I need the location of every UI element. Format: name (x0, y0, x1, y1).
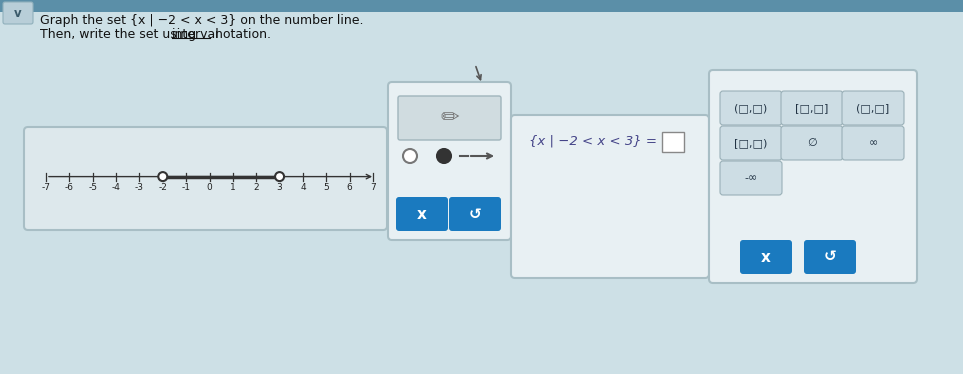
Text: [□,□): [□,□) (735, 138, 768, 148)
Circle shape (437, 149, 451, 163)
Text: ↺: ↺ (469, 206, 482, 221)
Text: 5: 5 (324, 183, 329, 191)
FancyBboxPatch shape (662, 132, 684, 152)
Text: -5: -5 (89, 183, 97, 191)
Text: 6: 6 (347, 183, 352, 191)
Text: x: x (761, 249, 771, 264)
Text: -2: -2 (158, 183, 168, 191)
Text: (□,□]: (□,□] (856, 103, 890, 113)
FancyBboxPatch shape (842, 126, 904, 160)
FancyBboxPatch shape (842, 91, 904, 125)
Circle shape (403, 149, 417, 163)
Text: 3: 3 (276, 183, 282, 191)
Text: {x | −2 < x < 3} =: {x | −2 < x < 3} = (529, 135, 657, 147)
FancyBboxPatch shape (781, 126, 843, 160)
Text: -4: -4 (112, 183, 120, 191)
Text: ✏: ✏ (440, 108, 458, 128)
Text: (□,□): (□,□) (735, 103, 768, 113)
FancyBboxPatch shape (720, 91, 782, 125)
FancyBboxPatch shape (720, 126, 782, 160)
Text: -6: -6 (65, 183, 74, 191)
FancyBboxPatch shape (740, 240, 792, 274)
FancyBboxPatch shape (709, 70, 917, 283)
Text: Then, write the set using: Then, write the set using (40, 28, 200, 40)
FancyBboxPatch shape (3, 2, 33, 24)
FancyBboxPatch shape (388, 82, 511, 240)
Text: -∞: -∞ (744, 173, 758, 183)
Circle shape (275, 172, 284, 181)
Text: notation.: notation. (211, 28, 271, 40)
FancyBboxPatch shape (511, 115, 709, 278)
Text: ∅: ∅ (807, 138, 817, 148)
Text: 7: 7 (370, 183, 376, 191)
Text: ↺: ↺ (823, 249, 837, 264)
Text: 4: 4 (300, 183, 305, 191)
Text: interval: interval (172, 28, 220, 40)
FancyBboxPatch shape (804, 240, 856, 274)
FancyBboxPatch shape (396, 197, 448, 231)
Text: -1: -1 (182, 183, 191, 191)
Text: v: v (14, 6, 22, 19)
Text: 2: 2 (253, 183, 259, 191)
Text: Graph the set {x | −2 < x < 3} on the number line.: Graph the set {x | −2 < x < 3} on the nu… (40, 13, 363, 27)
FancyBboxPatch shape (0, 0, 963, 12)
Text: -7: -7 (41, 183, 50, 191)
Text: 1: 1 (230, 183, 236, 191)
Text: [□,□]: [□,□] (795, 103, 829, 113)
Text: ∞: ∞ (869, 138, 877, 148)
FancyBboxPatch shape (449, 197, 501, 231)
FancyBboxPatch shape (781, 91, 843, 125)
Text: 0: 0 (207, 183, 213, 191)
FancyBboxPatch shape (24, 127, 387, 230)
Text: -3: -3 (135, 183, 143, 191)
Circle shape (158, 172, 168, 181)
FancyBboxPatch shape (398, 96, 501, 140)
Text: x: x (417, 206, 427, 221)
FancyBboxPatch shape (720, 161, 782, 195)
